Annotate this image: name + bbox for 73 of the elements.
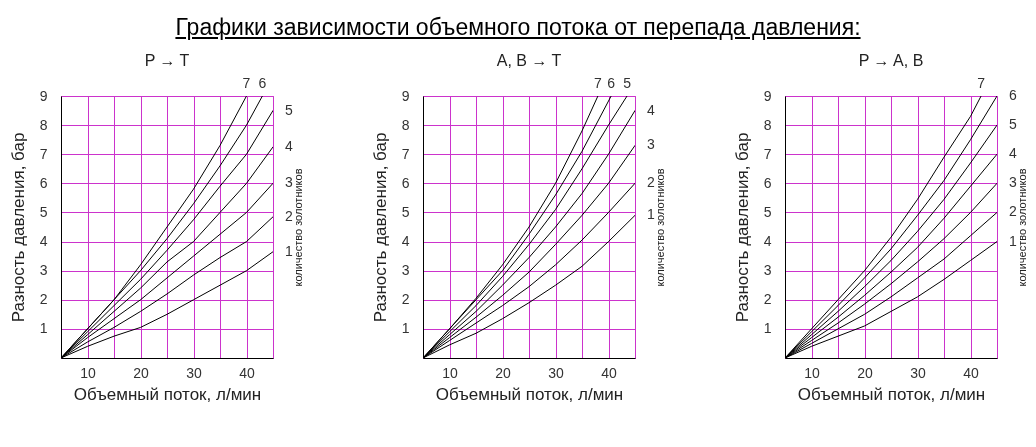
series-label: 4 [1009,145,1017,162]
y-axis-title: Разность давления, бар [370,132,390,323]
y-tick-label: 5 [401,203,410,220]
y-tick-label: 6 [401,174,410,191]
y-tick-label: 7 [39,145,48,162]
y-tick-label: 6 [39,174,48,191]
legend-title: количество золотников [1015,168,1028,287]
x-tick-label: 20 [133,364,149,381]
x-tick-label: 40 [963,364,979,381]
x-tick-label: 30 [910,364,926,381]
legend-title: количество золотников [291,168,304,287]
series-label: 6 [607,75,616,91]
chart-subtitle: A, B → T [496,52,562,69]
y-tick-label: 8 [763,116,772,133]
y-tick-label: 8 [401,116,410,133]
y-axis-title: Разность давления, бар [732,132,752,323]
series-label: 7 [594,75,602,91]
y-tick-label: 9 [763,87,772,104]
y-tick-label: 3 [401,262,410,279]
series-label: 2 [647,174,655,191]
series-label: 4 [285,137,293,154]
series-label: 2 [285,207,293,224]
y-tick-label: 4 [39,233,48,250]
x-tick-label: 10 [804,364,820,381]
x-tick-label: 10 [442,364,458,381]
y-tick-label: 3 [763,262,772,279]
series-label: 6 [258,75,267,91]
y-tick-label: 6 [763,174,772,191]
series-label: 1 [285,242,293,259]
x-axis-title: Объемный поток, л/мин [797,384,986,404]
series-label: 7 [242,75,251,91]
y-tick-label: 3 [39,262,48,279]
y-tick-label: 7 [763,145,772,162]
x-tick-label: 30 [548,364,564,381]
series-label: 3 [285,174,293,191]
series-label: 5 [623,75,632,91]
series-label: 2 [1009,203,1017,220]
x-tick-label: 40 [239,364,255,381]
y-tick-label: 1 [401,320,410,337]
chart-subtitle: P → A, B [858,52,924,69]
y-tick-label: 5 [763,203,772,220]
y-tick-label: 1 [39,320,48,337]
y-tick-label: 1 [763,320,772,337]
y-tick-label: 9 [39,87,48,104]
series-label: 5 [285,101,293,118]
y-tick-label: 8 [39,116,48,133]
series-label: 4 [647,101,655,118]
x-tick-label: 10 [80,364,96,381]
series-label: 3 [1009,174,1017,191]
y-tick-label: 2 [763,291,772,308]
y-axis-title: Разность давления, бар [8,132,28,323]
y-tick-label: 4 [763,233,772,250]
y-tick-label: 2 [39,291,48,308]
x-tick-label: 30 [186,364,202,381]
x-tick-label: 20 [495,364,511,381]
y-tick-label: 2 [401,291,410,308]
text: Графики зависимости объемного потока от перепада давления: [175,14,861,40]
y-tick-label: 9 [401,87,410,104]
series-label: 5 [1009,116,1017,133]
y-tick-label: 7 [401,145,410,162]
chart-subtitle: P → T [144,52,190,69]
x-tick-label: 40 [601,364,617,381]
y-tick-label: 4 [401,233,410,250]
series-label: 1 [1009,232,1017,249]
series-label: 3 [647,136,655,153]
series-label: 1 [647,206,655,223]
series-label: 7 [977,75,986,91]
x-tick-label: 20 [857,364,873,381]
x-axis-title: Объемный поток, л/мин [435,384,624,404]
legend-title: количество золотников [653,168,666,287]
x-axis-title: Объемный поток, л/мин [73,384,262,404]
series-label: 6 [1009,87,1017,103]
y-tick-label: 5 [39,203,48,220]
